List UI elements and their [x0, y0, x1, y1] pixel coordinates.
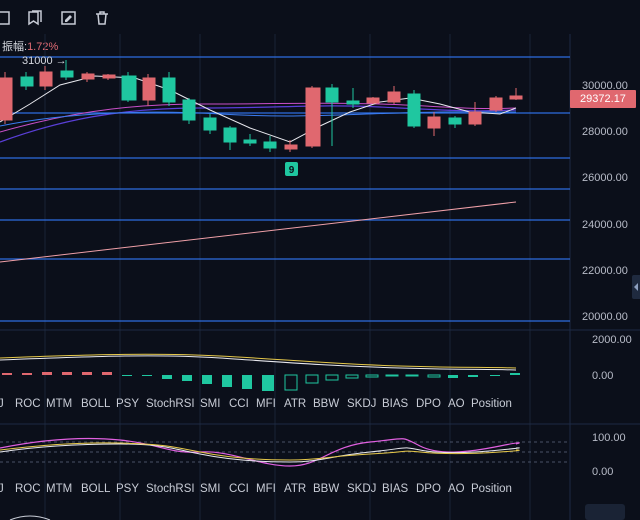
tab-atr[interactable]: ATR [284, 398, 307, 410]
right-panel-handle[interactable] [632, 275, 640, 299]
count-badge [285, 162, 298, 176]
square-icon[interactable] [0, 9, 12, 27]
tab-smi[interactable]: SMI [200, 483, 221, 495]
price-axis: 30000.00 28000.00 26000.00 24000.00 2200… [582, 80, 628, 323]
price-axis-tick: 24000.00 [582, 219, 628, 231]
tab-position[interactable]: Position [471, 483, 512, 495]
price-axis-tick: 30000.00 [582, 80, 628, 92]
osc1-axis-tick: 2000.00 [592, 334, 632, 346]
tab-skdj[interactable]: SKDJ [347, 398, 377, 410]
edit-icon[interactable] [60, 9, 78, 27]
tab-boll[interactable]: BOLL [81, 398, 111, 410]
tab-ao[interactable]: AO [448, 483, 465, 495]
high-price-marker: 31000 → [22, 55, 67, 67]
tab-bias[interactable]: BIAS [382, 398, 409, 410]
ma-line-white [0, 75, 517, 143]
tab-mfi[interactable]: MFI [256, 483, 276, 495]
current-price-tag: 29372.17 [570, 90, 636, 108]
tab-ao[interactable]: AO [448, 398, 465, 410]
tab-psy[interactable]: PSY [116, 398, 140, 410]
osc1-line-white [0, 355, 517, 371]
tab-position[interactable]: Position [471, 398, 512, 410]
amplitude-title: 振幅: [2, 41, 28, 53]
osc2-axis-tick: 0.00 [592, 466, 613, 478]
ma-line-blue [0, 111, 517, 127]
tab-dpo[interactable]: DPO [416, 398, 441, 410]
bottom-right-button[interactable] [585, 504, 625, 520]
tab-psy[interactable]: PSY [116, 483, 140, 495]
tab-bbw[interactable]: BBW [313, 398, 340, 410]
tab-stochrsi[interactable]: StochRSI [146, 483, 195, 495]
bookmark-icon[interactable] [26, 9, 44, 27]
tab-stochrsi[interactable]: StochRSI [146, 398, 195, 410]
price-axis-tick: 20000.00 [582, 311, 628, 323]
osc2-line-yellow [0, 442, 520, 461]
osc1-line-yellow [0, 353, 517, 369]
tab-boll[interactable]: BOLL [81, 483, 111, 495]
osc1-axis-tick: 0.00 [592, 370, 613, 382]
osc2-line-magenta [0, 437, 520, 467]
tab-roc[interactable]: ROC [15, 398, 41, 410]
tab-mtm[interactable]: MTM [46, 398, 73, 410]
tab-roc[interactable]: ROC [15, 483, 41, 495]
tab-mtm[interactable]: MTM [46, 483, 73, 495]
tab-mfi[interactable]: MFI [256, 398, 276, 410]
ma-line-magenta [0, 102, 517, 133]
indicator-tabs-row-2: J ROC MTM BOLL PSY StochRSI SMI CCI MFI … [0, 483, 560, 501]
amplitude-value: 1.72% [27, 41, 59, 53]
tab-cci[interactable]: CCI [229, 398, 249, 410]
amplitude-label: 振幅:1.72% [2, 38, 58, 54]
tab-skdj[interactable]: SKDJ [347, 483, 377, 495]
tab-atr[interactable]: ATR [284, 483, 307, 495]
osc2-line-white [0, 443, 520, 463]
count-badge-label: 9 [289, 165, 295, 176]
tab-j[interactable]: J [0, 483, 4, 495]
tab-smi[interactable]: SMI [200, 398, 221, 410]
drawing-toolbar [0, 0, 640, 34]
tab-dpo[interactable]: DPO [416, 483, 441, 495]
horizontal-levels[interactable] [0, 56, 570, 322]
osc1-axis: 2000.00 0.00 [592, 334, 632, 382]
price-axis-tick: 26000.00 [582, 172, 628, 184]
tab-bbw[interactable]: BBW [313, 483, 340, 495]
trash-icon[interactable] [93, 9, 111, 27]
osc2-axis-tick: 100.00 [592, 432, 626, 444]
trend-line[interactable] [0, 201, 517, 263]
bottom-partial-curve [9, 515, 51, 520]
osc2-axis: 100.00 0.00 [592, 432, 626, 478]
tab-j[interactable]: J [0, 398, 4, 410]
pane-separators [0, 34, 640, 520]
price-axis-tick: 22000.00 [582, 265, 628, 277]
indicator-tabs-row-1: J ROC MTM BOLL PSY StochRSI SMI CCI MFI … [0, 398, 560, 416]
vertical-grid [44, 34, 531, 520]
price-axis-tick: 28000.00 [582, 126, 628, 138]
osc1-histogram [2, 372, 520, 391]
candlesticks[interactable] [0, 60, 523, 152]
tab-bias[interactable]: BIAS [382, 483, 409, 495]
tab-cci[interactable]: CCI [229, 483, 249, 495]
ma-line-purple [0, 105, 517, 143]
